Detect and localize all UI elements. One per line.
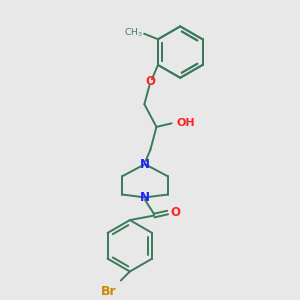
Text: O: O <box>171 206 181 219</box>
Text: O: O <box>146 75 155 88</box>
Text: OH: OH <box>176 118 195 128</box>
Text: Br: Br <box>100 285 116 298</box>
Text: N: N <box>140 191 150 204</box>
Text: N: N <box>140 158 150 171</box>
Text: CH$_3$: CH$_3$ <box>124 26 143 38</box>
